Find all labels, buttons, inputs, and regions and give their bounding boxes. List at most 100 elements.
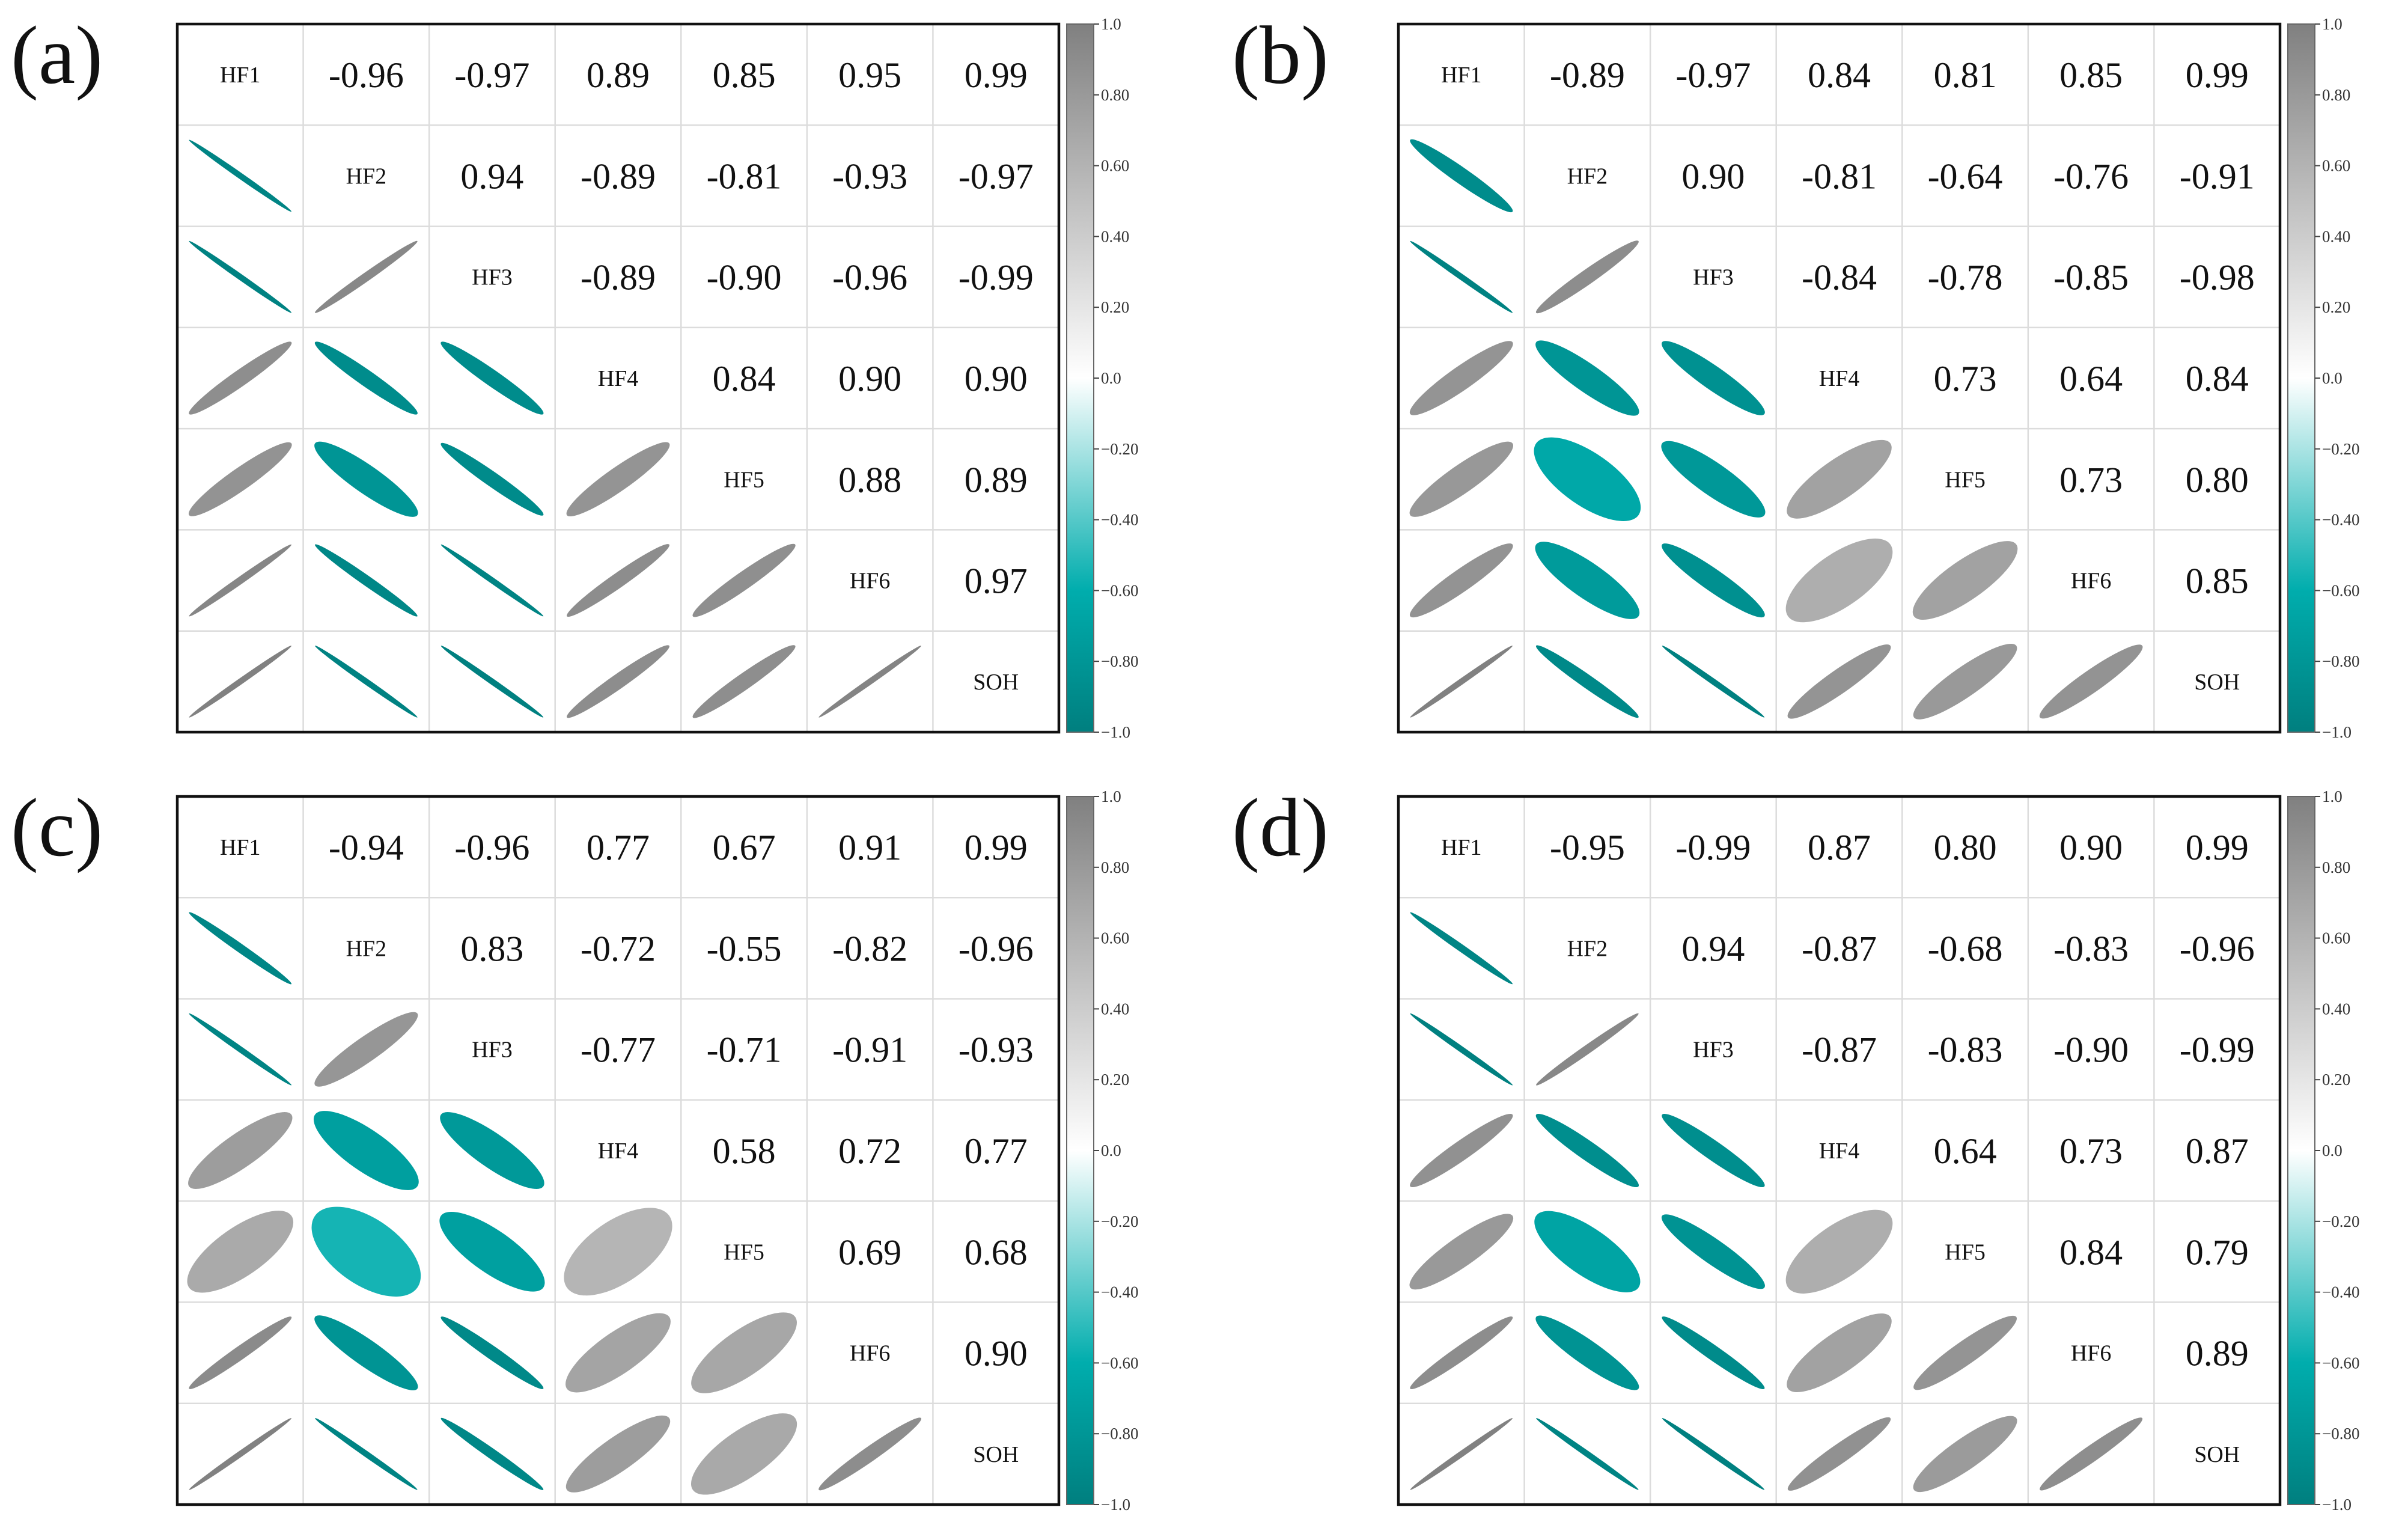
correlation-value: 0.90 <box>1681 156 1745 196</box>
correlation-value: -0.99 <box>959 258 1034 298</box>
correlation-ellipse <box>189 1013 292 1086</box>
correlation-value: 0.77 <box>965 1131 1028 1171</box>
colorbar-tick-label: 0.20 <box>2322 298 2350 316</box>
variable-label: SOH <box>2194 1442 2240 1467</box>
colorbar-tick-label: 0.40 <box>1101 227 1129 245</box>
correlation-value: -0.97 <box>454 55 529 95</box>
variable-label: HF1 <box>1441 63 1482 88</box>
correlation-ellipse <box>1913 1315 2017 1390</box>
correlation-value: -0.93 <box>832 156 907 196</box>
correlation-ellipse <box>189 912 292 985</box>
panel-frame <box>175 795 1061 1506</box>
colorbar-tick-label: 1.0 <box>1101 15 1121 33</box>
correlation-ellipse <box>1787 439 1892 519</box>
correlation-ellipse <box>692 645 796 718</box>
correlation-ellipse <box>565 1415 671 1493</box>
colorbar-tick-label: 0.40 <box>2322 227 2350 245</box>
correlation-ellipse <box>2039 644 2143 719</box>
correlation-value: 0.90 <box>965 1334 1028 1374</box>
colorbar-tick-label: −1.0 <box>1101 723 1130 741</box>
correlation-ellipse <box>311 1206 421 1297</box>
variable-label: SOH <box>2194 670 2240 695</box>
panel-frame <box>175 22 1061 734</box>
correlation-ellipse <box>1534 1211 1641 1292</box>
correlation-value: -0.99 <box>2180 1030 2255 1070</box>
variable-label: HF1 <box>1441 835 1482 860</box>
correlation-value: 0.73 <box>2059 1131 2123 1171</box>
correlation-ellipse <box>564 1208 672 1296</box>
colorbar-tick-label: −0.60 <box>2322 1354 2359 1372</box>
colorbar-tick-label: −0.40 <box>1101 511 1138 529</box>
colorbar-tick-label: −0.60 <box>2322 581 2359 599</box>
variable-label: HF5 <box>1945 1239 1986 1265</box>
panel-frame <box>1397 22 2282 734</box>
colorbar-tick-label: 0.40 <box>2322 1000 2350 1018</box>
colorbar-tick-label: −0.20 <box>2322 440 2359 458</box>
correlation-ellipse <box>1662 543 1765 618</box>
correlation-value: -0.77 <box>581 1030 656 1070</box>
variable-label: HF5 <box>1945 467 1986 492</box>
colorbar-tick-label: −0.40 <box>1101 1283 1138 1301</box>
colorbar <box>1067 796 1094 1505</box>
variable-label: HF3 <box>472 265 513 290</box>
correlation-value: -0.96 <box>2180 929 2255 968</box>
correlation-value: 0.85 <box>713 55 776 95</box>
correlation-value: -0.89 <box>581 156 656 196</box>
correlation-value: -0.90 <box>2053 1030 2129 1070</box>
correlation-ellipse <box>439 1211 545 1292</box>
colorbar <box>2288 24 2315 732</box>
correlation-value: 0.84 <box>2059 1232 2123 1272</box>
colorbar-tick-label: 0.0 <box>1101 1141 1121 1160</box>
correlation-ellipse <box>567 645 669 718</box>
correlation-value: -0.89 <box>581 258 656 298</box>
correlation-ellipse <box>189 240 292 313</box>
correlation-value: -0.96 <box>454 828 529 867</box>
variable-label: HF6 <box>850 569 891 594</box>
correlation-ellipse <box>189 139 292 212</box>
correlation-value: 0.95 <box>838 55 901 95</box>
correlation-value: -0.89 <box>1550 55 1625 95</box>
correlation-ellipse <box>818 1417 922 1491</box>
correlation-ellipse <box>440 544 544 617</box>
correlation-value: 0.64 <box>1934 1131 1997 1171</box>
correlation-value: 0.94 <box>1681 929 1745 968</box>
panel-label: (b) <box>1232 9 1329 101</box>
colorbar-tick-label: 0.60 <box>2322 157 2350 175</box>
correlation-value: -0.85 <box>2053 258 2129 298</box>
variable-label: HF4 <box>1819 366 1860 391</box>
colorbar-tick-label: 0.0 <box>2322 1141 2342 1160</box>
correlation-ellipse <box>1787 644 1891 719</box>
correlation-value: 0.72 <box>838 1131 901 1171</box>
correlation-value: -0.68 <box>1928 929 2003 968</box>
panel-c: (c) HF1 -0.94 -0.96 0.77 0.67 0.91 0.99 HF2 0.83 -… <box>11 781 1138 1514</box>
correlation-ellipse <box>1535 1113 1639 1188</box>
correlation-ellipse <box>1410 1418 1513 1490</box>
correlation-value: 0.89 <box>2186 1334 2249 1374</box>
correlation-value: -0.99 <box>1675 828 1751 867</box>
panel-d: (d) HF1 -0.95 -0.99 0.87 0.80 0.90 0.99 HF2 0.94 -… <box>1232 781 2359 1514</box>
correlation-ellipse <box>1535 645 1639 718</box>
correlation-ellipse <box>314 341 418 415</box>
variable-label: HF3 <box>472 1038 513 1063</box>
colorbar-tick-label: 0.20 <box>1101 1071 1129 1089</box>
correlation-value: -0.97 <box>959 156 1034 196</box>
correlation-value: 0.94 <box>460 156 523 196</box>
correlation-ellipse <box>1913 1416 2017 1493</box>
panel-label: (c) <box>11 781 103 873</box>
correlation-value: 0.87 <box>2186 1131 2249 1171</box>
variable-label: HF4 <box>598 366 639 391</box>
colorbar-tick-label: −0.80 <box>2322 652 2359 670</box>
variable-label: HF2 <box>1567 936 1608 961</box>
variable-label: HF3 <box>1693 265 1734 290</box>
correlation-value: 0.83 <box>460 929 523 968</box>
colorbar-tick-label: 1.0 <box>1101 787 1121 805</box>
correlation-ellipse <box>1662 646 1765 718</box>
variable-label: HF4 <box>598 1138 639 1164</box>
variable-label: SOH <box>973 1442 1019 1467</box>
variable-label: HF1 <box>220 63 261 88</box>
correlation-value: -0.72 <box>581 929 656 968</box>
colorbar-tick-label: −0.20 <box>1101 440 1138 458</box>
variable-label: SOH <box>973 670 1019 695</box>
correlation-ellipse <box>1787 1417 1891 1491</box>
correlation-ellipse <box>1409 441 1514 517</box>
